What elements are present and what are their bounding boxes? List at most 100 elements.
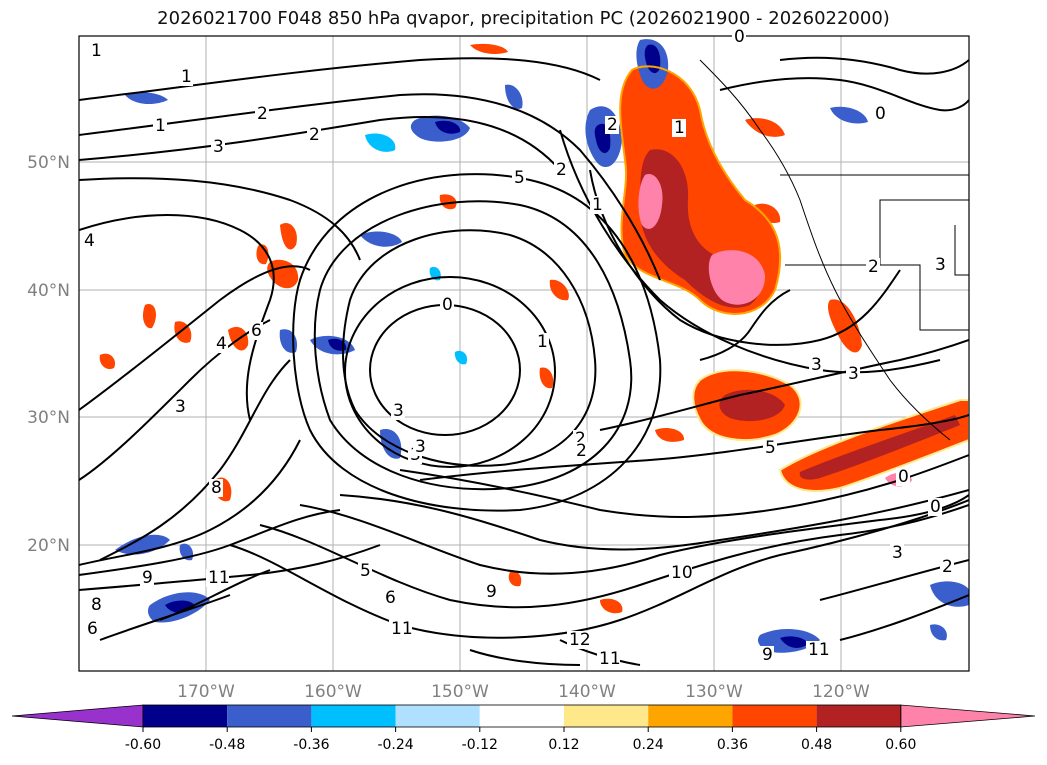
contour-label-bg [933,256,947,274]
contour-label: 3 [415,437,426,457]
contour-label: 2 [607,115,618,135]
contour-label-bg [809,356,823,374]
contour-label-bg [214,335,228,353]
contour-label-bg [760,646,774,664]
precip-edge-halos [619,65,969,492]
contour-label-bg [590,196,604,214]
contour-label: 1 [592,195,603,215]
contour-label-bg [440,296,454,314]
contour-label-bg [413,438,427,456]
contour-label-bg [206,569,229,587]
contour-label: 2 [575,429,586,449]
contour-label: 3 [175,397,186,417]
contour-label: 3 [935,255,946,275]
contour-label-bg [255,105,269,123]
lon-label-170w: 170°W [177,682,235,702]
contour-label: 2 [309,125,320,145]
contour-label: 10 [671,563,693,583]
contour-label: 11 [599,649,621,669]
contour-label-bg [85,620,99,638]
colorbar-segment [732,705,817,727]
plot-area [79,36,969,671]
contour-label: 1 [181,67,192,87]
contour-label-bg [866,258,880,276]
contour-label-bg [940,558,954,576]
contour-label: 9 [762,645,773,665]
colorbar-segment [816,705,901,727]
contour-label-bg [249,322,263,340]
latitude-labels: 50°N 40°N 30°N 20°N [27,153,70,556]
colorbar-extend-high [900,704,1036,728]
colorbar-tick-label: -0.24 [377,737,413,753]
contour-label-bg [211,138,225,156]
contour-label-bg [82,232,96,250]
contour-label: 3 [892,543,903,563]
contour-label: 5 [765,438,776,458]
contour-label: 4 [216,334,227,354]
contour-label-bg [391,402,405,420]
colorbar-tick-label: -0.36 [293,737,329,753]
contour-label-bg [209,479,223,497]
contour-label: 2 [868,257,879,277]
contour-label-bg [567,631,590,649]
contour-label-bg [928,498,942,516]
contour-label: 0 [898,467,909,487]
contour-label: 6 [385,588,396,608]
contour-label-bg [389,620,412,638]
contour-label-bg [896,468,910,486]
colorbar-frame [142,704,902,728]
colorbar-tick-label: 0.24 [633,737,664,753]
contour-label: 2 [576,441,587,461]
contour-label: 5 [360,561,371,581]
contour-label-bg [574,442,588,460]
colorbar-segment [395,705,480,727]
contour-label-bg [153,117,167,135]
contour-label-bg [554,161,568,179]
contour-label: 2 [942,557,953,577]
contour-label: 1 [537,332,548,352]
colorbar-tick-label: 0.60 [885,737,916,753]
contour-label-bg [605,116,619,134]
lat-label-40n: 40°N [27,281,70,301]
contour-label-bg [89,596,103,614]
contour-label: 2 [556,160,567,180]
lon-label-160w: 160°W [304,682,362,702]
lon-label-150w: 150°W [431,682,489,702]
colorbar-segment [143,705,228,727]
contour-label-bg [484,583,498,601]
contour-label: 0 [930,497,941,517]
contour-label: 1 [91,41,102,61]
contour-label: 2 [257,104,268,124]
colorbar-tick-label: 0.36 [717,737,748,753]
colorbar-tick-label: 0.48 [801,737,832,753]
contour-label-bg [179,68,193,86]
colorbar-segment [311,705,396,727]
contour-label: 12 [569,630,591,650]
contour-label: 3 [213,137,224,157]
contour-label-bg [307,126,321,144]
contour-label-bg [672,119,686,137]
contour-label-bg [358,562,372,580]
contour-label-bg [512,169,526,187]
contour-label: 1 [155,116,166,136]
contour-label: 3 [811,355,822,375]
contour-label-bg [669,564,692,582]
contour-label-bg [89,42,103,60]
precip-positive-shading [99,43,969,614]
contour-label-bg [535,333,549,351]
contour-label-bg [383,589,397,607]
contour-label-bg [806,641,829,659]
coastline-borders [699,59,969,441]
contour-label-bg [173,398,187,416]
contour-label-bg [597,650,620,668]
contour-label: 0 [734,27,745,47]
longitude-labels: 170°W 160°W 150°W 140°W 130°W 120°W [177,682,870,702]
contour-label: 3 [848,364,859,384]
contour-label: 11 [208,568,230,588]
contour-label-bg [140,569,154,587]
lat-label-30n: 30°N [27,408,70,428]
contour-label: 5 [514,168,525,188]
colorbar-segment [564,705,649,727]
contour-label: 1 [674,118,685,138]
colorbar-segment [648,705,733,727]
